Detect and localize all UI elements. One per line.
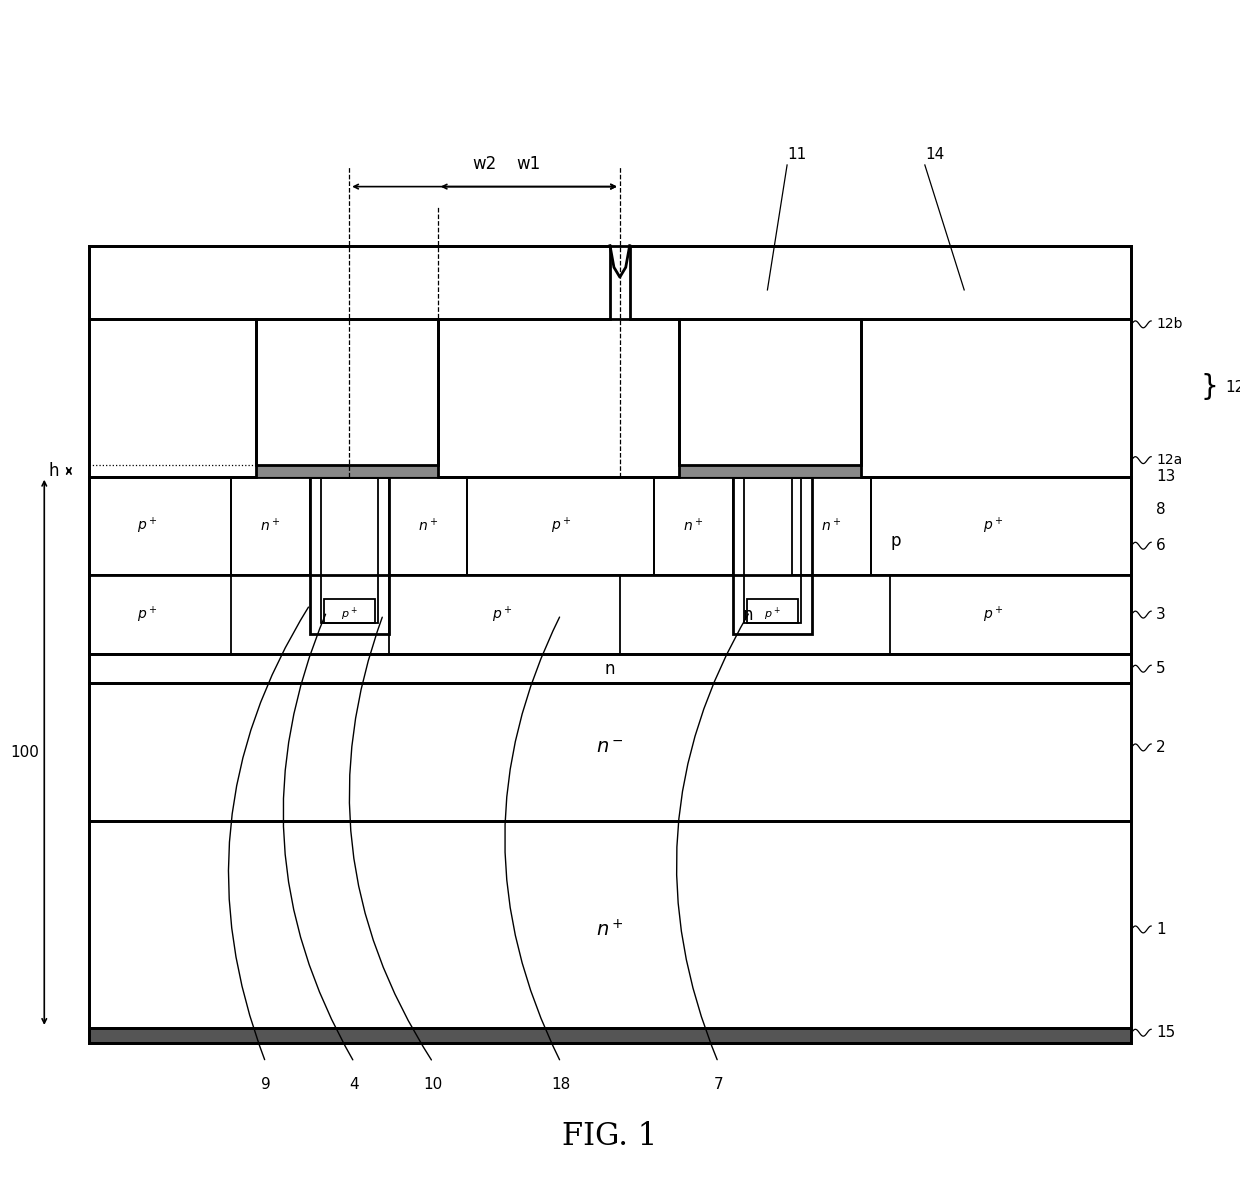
Text: $n^+$: $n^+$ [596,919,624,940]
Text: $n^+$: $n^+$ [260,517,280,535]
Text: 6: 6 [1156,538,1166,553]
Text: $p^+$: $p^+$ [341,607,357,623]
Text: 8: 8 [1156,502,1166,517]
Text: 100: 100 [10,745,38,760]
Bar [88,654,1131,683]
Text: 9: 9 [260,1077,270,1092]
Bar [655,477,733,575]
Text: 12a: 12a [1156,453,1182,467]
Bar [678,465,861,477]
Bar [310,477,388,635]
Text: $p^+$: $p^+$ [491,604,512,624]
Text: 1: 1 [1156,922,1166,937]
Bar [88,683,1131,821]
Bar [255,320,438,465]
Bar [324,599,374,623]
Bar [88,821,1131,1028]
Bar [88,320,255,477]
Text: 14: 14 [925,148,945,162]
Text: 13: 13 [1156,470,1176,484]
Text: 12: 12 [1225,380,1240,395]
Bar [870,477,1131,575]
Text: 7: 7 [713,1077,723,1092]
Text: 2: 2 [1156,740,1166,755]
Text: 4: 4 [350,1077,360,1092]
Text: w2: w2 [472,155,497,173]
Text: $p^+$: $p^+$ [138,516,157,536]
Bar [890,575,1131,654]
Text: FIG. 1: FIG. 1 [563,1121,657,1152]
Bar [388,575,620,654]
Text: 5: 5 [1156,661,1166,676]
Bar [861,320,1131,477]
Bar [88,1028,1131,1043]
Bar [388,477,467,575]
Text: $p^+$: $p^+$ [983,516,1004,536]
Text: $n^+$: $n^+$ [821,517,842,535]
Bar [231,477,310,575]
Bar [88,477,1131,654]
Bar [630,245,1131,320]
Bar [321,477,378,623]
Text: $p^+$: $p^+$ [551,516,572,536]
Text: $n^-$: $n^-$ [596,738,624,756]
Text: 18: 18 [552,1077,570,1092]
Bar [88,245,610,320]
Text: n: n [743,605,753,623]
Text: 3: 3 [1156,607,1166,622]
Bar [678,320,861,465]
Text: h: h [48,461,60,480]
Bar [733,477,812,635]
Text: 12b: 12b [1156,317,1183,332]
Text: $n^+$: $n^+$ [683,517,704,535]
Bar [467,477,655,575]
Bar [744,477,801,623]
Text: 15: 15 [1156,1025,1176,1041]
Bar [88,477,231,575]
Text: $p^+$: $p^+$ [983,604,1004,624]
Text: $p^+$: $p^+$ [138,604,157,624]
Bar [88,575,231,654]
Text: n: n [605,660,615,677]
Bar [438,320,678,477]
Bar [792,477,870,575]
Bar [746,599,797,623]
Text: 10: 10 [423,1077,443,1092]
Text: w1: w1 [517,155,541,173]
Text: 11: 11 [787,148,806,162]
Text: $p^+$: $p^+$ [764,607,781,623]
Text: }: } [1200,373,1218,401]
Text: p: p [890,532,900,550]
Bar [255,465,438,477]
Text: $n^+$: $n^+$ [418,517,438,535]
